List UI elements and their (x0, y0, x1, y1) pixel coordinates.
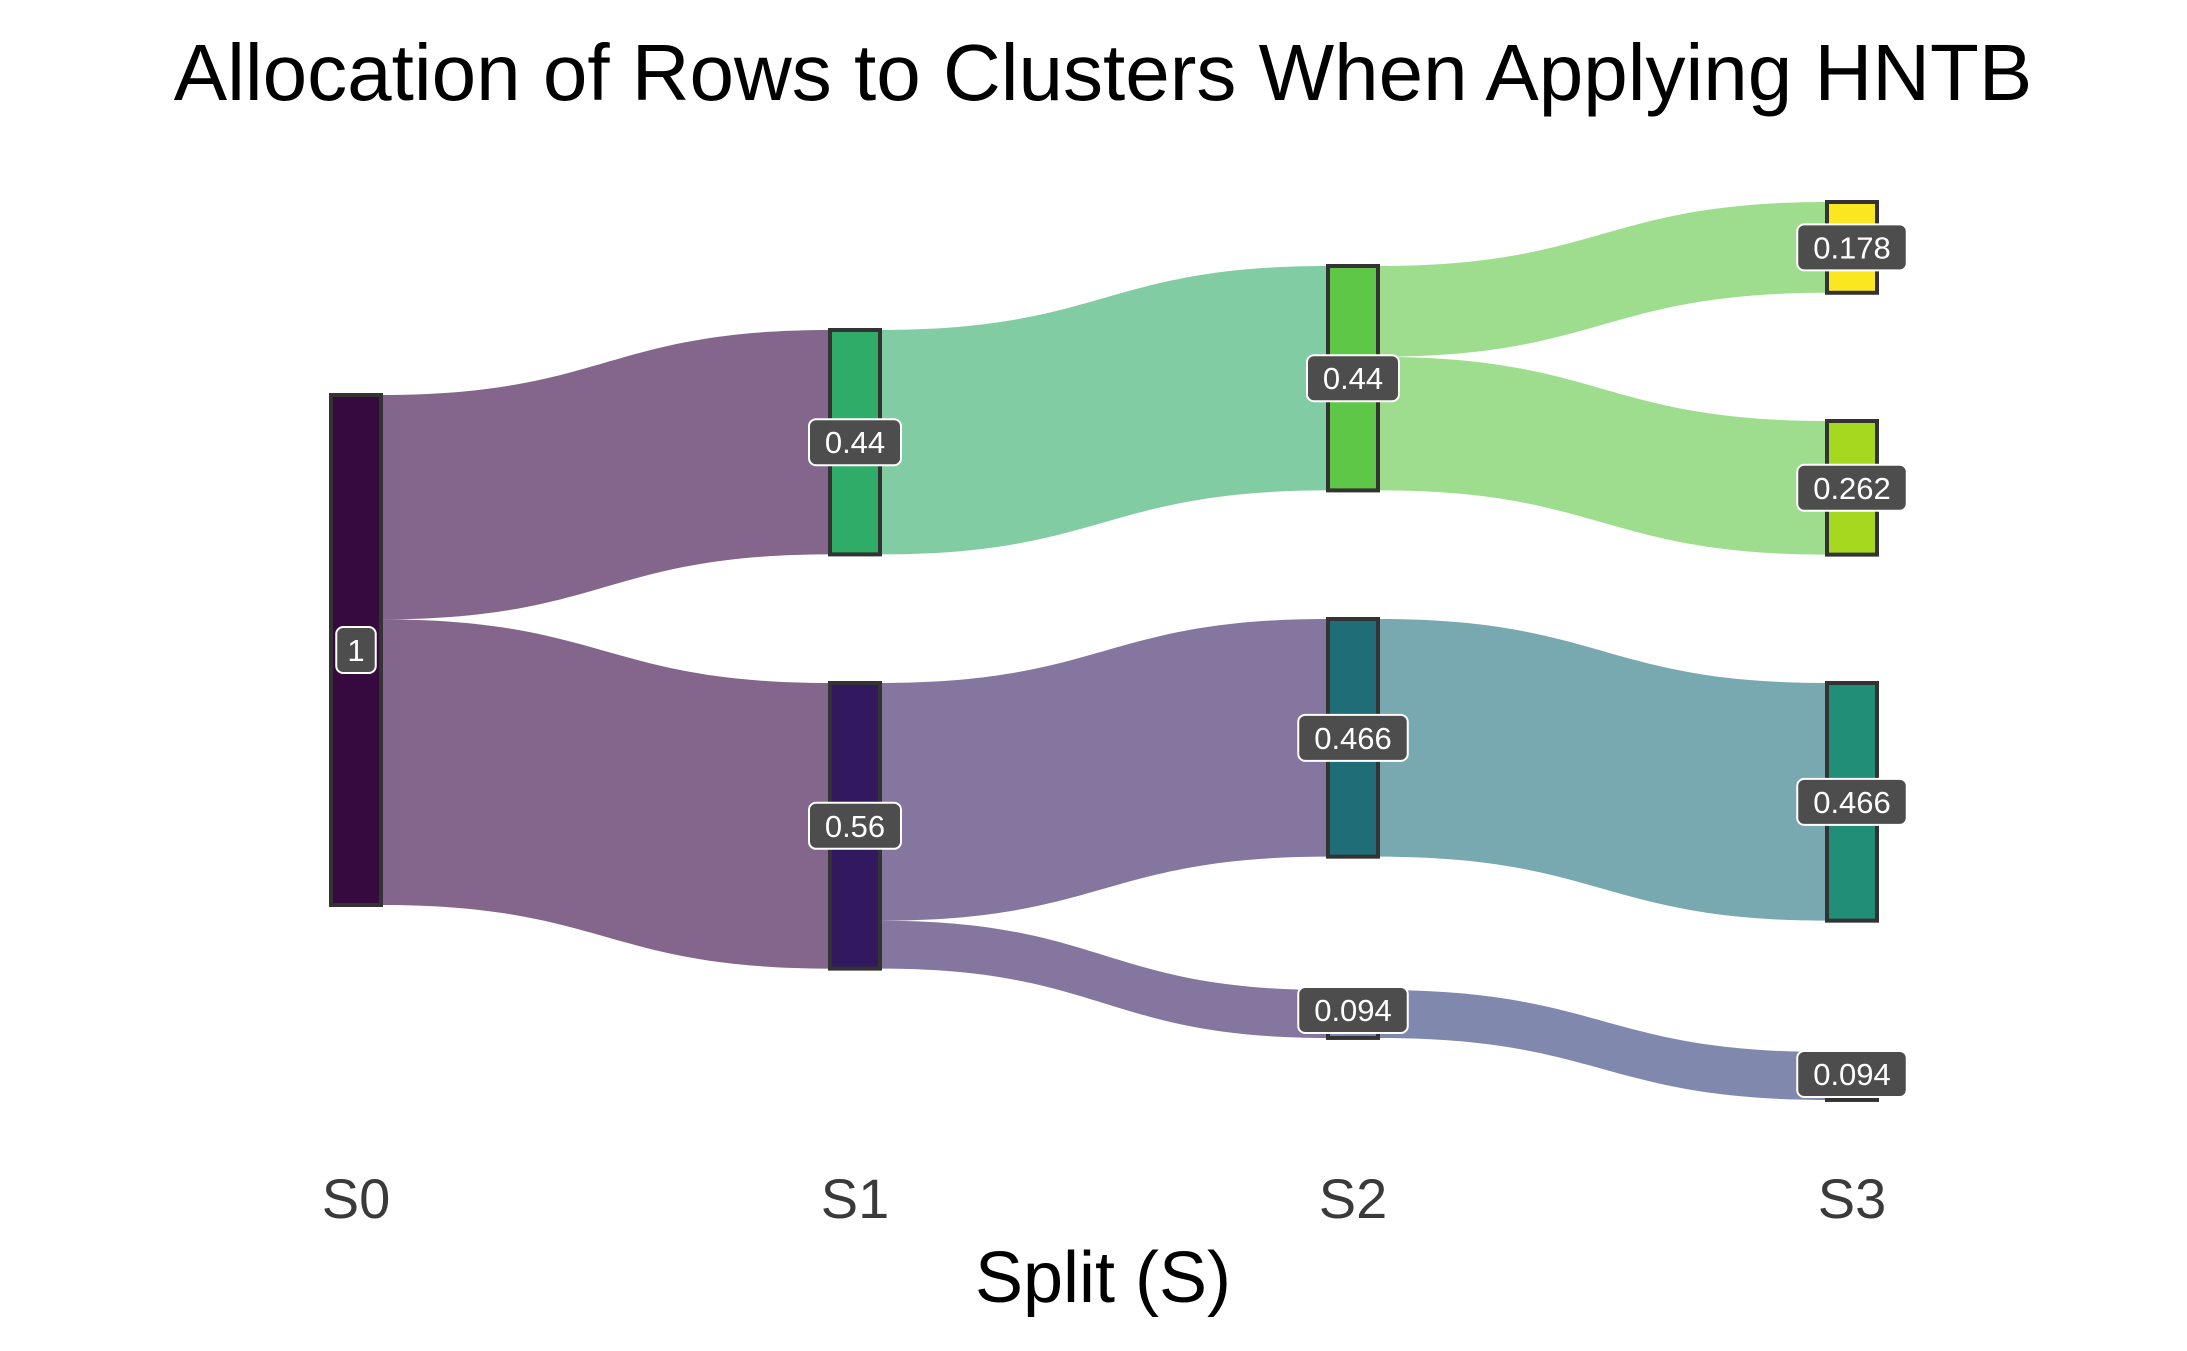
data-label-s2_c: 0.094 (1297, 986, 1409, 1034)
flow-link-s1_b-to-s2_b (880, 619, 1328, 921)
x-tick-label-s3: S3 (1818, 1167, 1887, 1230)
x-axis-title: Split (S) (975, 1238, 1231, 1318)
x-tick-label-s2: S2 (1319, 1167, 1388, 1230)
flow-link-s0_all-to-s1_a (381, 330, 830, 620)
flow-link-s2_c-to-s3_d (1378, 990, 1827, 1100)
x-tick-label-s1: S1 (821, 1167, 890, 1230)
data-label-text: 1 (347, 633, 364, 668)
data-label-s1_a: 0.44 (808, 418, 902, 467)
data-label-box (808, 418, 902, 467)
x-tick-label-s0: S0 (322, 1167, 391, 1230)
flow-link-s1_a-to-s2_a (880, 266, 1328, 555)
data-labels-layer: 1 0.44 0.56 0.44 0.466 0.094 0.178 0.262 0.466 0.… (335, 223, 1908, 1098)
data-label-s3_a: 0.178 (1796, 223, 1908, 272)
data-label-s3_d: 0.094 (1796, 1050, 1908, 1098)
chart-title: Allocation of Rows to Clusters When Appl… (174, 28, 2033, 117)
data-label-box (335, 626, 377, 674)
data-label-text: 0.262 (1813, 471, 1891, 506)
data-label-s3_b: 0.262 (1796, 463, 1908, 512)
x-axis-ticks: S0 S1 S2 S3 (322, 1167, 1887, 1230)
data-label-text: 0.094 (1813, 1057, 1891, 1092)
data-label-box (1796, 463, 1908, 512)
data-label-box (808, 801, 902, 850)
flow-link-s1_b-to-s2_c (880, 920, 1328, 1038)
flow-link-s2_a-to-s3_a (1378, 202, 1827, 357)
data-label-text: 0.178 (1813, 230, 1891, 265)
data-label-box (1796, 777, 1908, 826)
data-label-text: 0.44 (825, 425, 885, 460)
links-layer (381, 202, 1827, 1100)
flow-link-s2_a-to-s3_b (1378, 356, 1827, 555)
flow-link-s2_b-to-s3_c (1378, 619, 1827, 921)
data-label-s3_c: 0.466 (1796, 777, 1908, 826)
data-label-box (1297, 986, 1409, 1034)
data-label-s1_b: 0.56 (808, 801, 902, 850)
data-label-box (1796, 223, 1908, 272)
data-label-box (1796, 1050, 1908, 1098)
data-label-text: 0.44 (1323, 361, 1383, 396)
data-label-text: 0.466 (1314, 721, 1392, 756)
data-label-text: 0.094 (1314, 993, 1392, 1028)
flow-link-s0_all-to-s1_b (381, 619, 830, 969)
data-label-box (1306, 354, 1400, 403)
data-label-s2_b: 0.466 (1297, 713, 1409, 762)
data-label-s2_a: 0.44 (1306, 354, 1400, 403)
data-label-text: 0.466 (1813, 785, 1891, 820)
data-label-s0_all: 1 (335, 626, 377, 674)
data-label-text: 0.56 (825, 809, 885, 844)
data-label-box (1297, 713, 1409, 762)
